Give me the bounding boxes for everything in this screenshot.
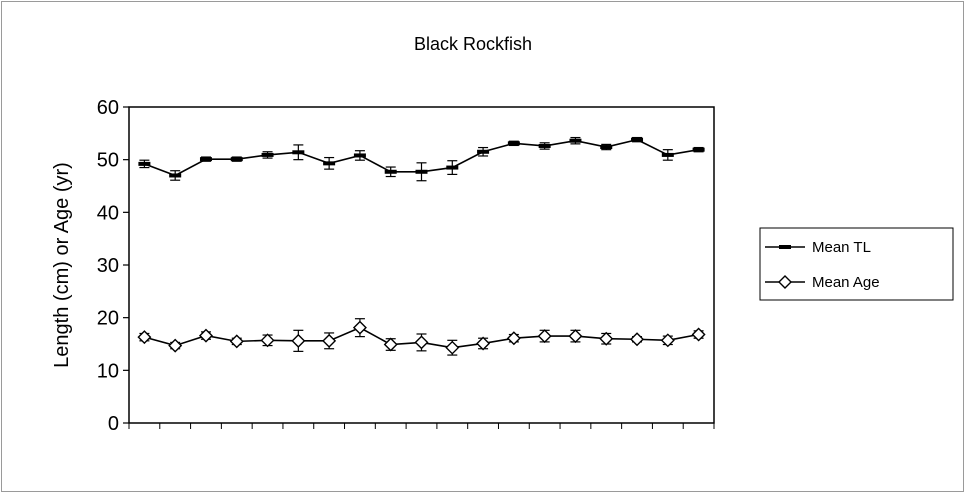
data-point-mean-age [599,331,614,346]
data-point-mean-age [691,327,706,342]
legend-marker-mean-tl [779,245,791,249]
data-point-mean-tl [538,143,551,148]
data-point-mean-tl [661,152,674,157]
data-point-mean-age [229,334,244,349]
data-point-mean-age [352,320,367,335]
legend-label-mean-tl: Mean TL [812,239,871,256]
data-point-mean-age [137,330,152,345]
data-point-mean-tl [415,169,428,174]
legend-item-mean-tl: Mean TL [765,239,871,256]
data-point-mean-age [168,338,183,353]
y-tick-label: 40 [97,202,119,224]
series-mean-age [137,318,706,356]
y-tick-label: 50 [97,150,119,172]
data-point-mean-age [630,332,645,347]
data-point-mean-tl [199,157,212,162]
data-point-mean-age [537,329,552,344]
series-mean-tl [138,136,705,182]
data-point-mean-tl [600,145,613,150]
data-point-mean-tl [353,153,366,158]
data-point-mean-tl [384,169,397,174]
legend-marker-mean-age [778,275,792,289]
data-point-mean-tl [323,161,336,166]
chart-title: Black Rockfish [414,34,532,54]
data-point-mean-age [260,333,275,348]
data-point-mean-age [414,335,429,350]
plot-area [128,106,715,424]
data-point-mean-tl [507,141,520,146]
data-point-mean-tl [446,165,459,170]
y-tick-label: 0 [108,413,119,435]
data-point-mean-age [476,336,491,351]
data-point-mean-tl [292,150,305,155]
y-tick-label: 20 [97,308,119,330]
data-point-mean-tl [138,161,151,166]
data-point-mean-tl [169,173,182,178]
data-point-mean-age [198,328,213,343]
y-tick-label: 30 [97,255,119,277]
y-tick-label: 60 [97,97,119,119]
data-point-mean-age [445,340,460,355]
legend: Mean TL Mean Age [759,227,954,301]
data-point-mean-age [383,337,398,352]
data-point-mean-tl [477,149,490,154]
y-axis-label: Length (cm) or Age (yr) [51,162,73,368]
data-point-mean-age [506,331,521,346]
data-point-mean-tl [692,147,705,152]
y-tick-label: 10 [97,360,119,382]
data-point-mean-tl [261,152,274,157]
data-point-mean-age [660,333,675,348]
data-point-mean-tl [569,138,582,143]
data-point-mean-age [291,333,306,348]
legend-item-mean-age: Mean Age [765,274,880,291]
data-point-mean-tl [230,157,243,162]
legend-label-mean-age: Mean Age [812,274,880,291]
data-point-mean-age [322,333,337,348]
data-point-mean-age [568,329,583,344]
legend-box [759,227,954,301]
data-point-mean-tl [631,137,644,142]
